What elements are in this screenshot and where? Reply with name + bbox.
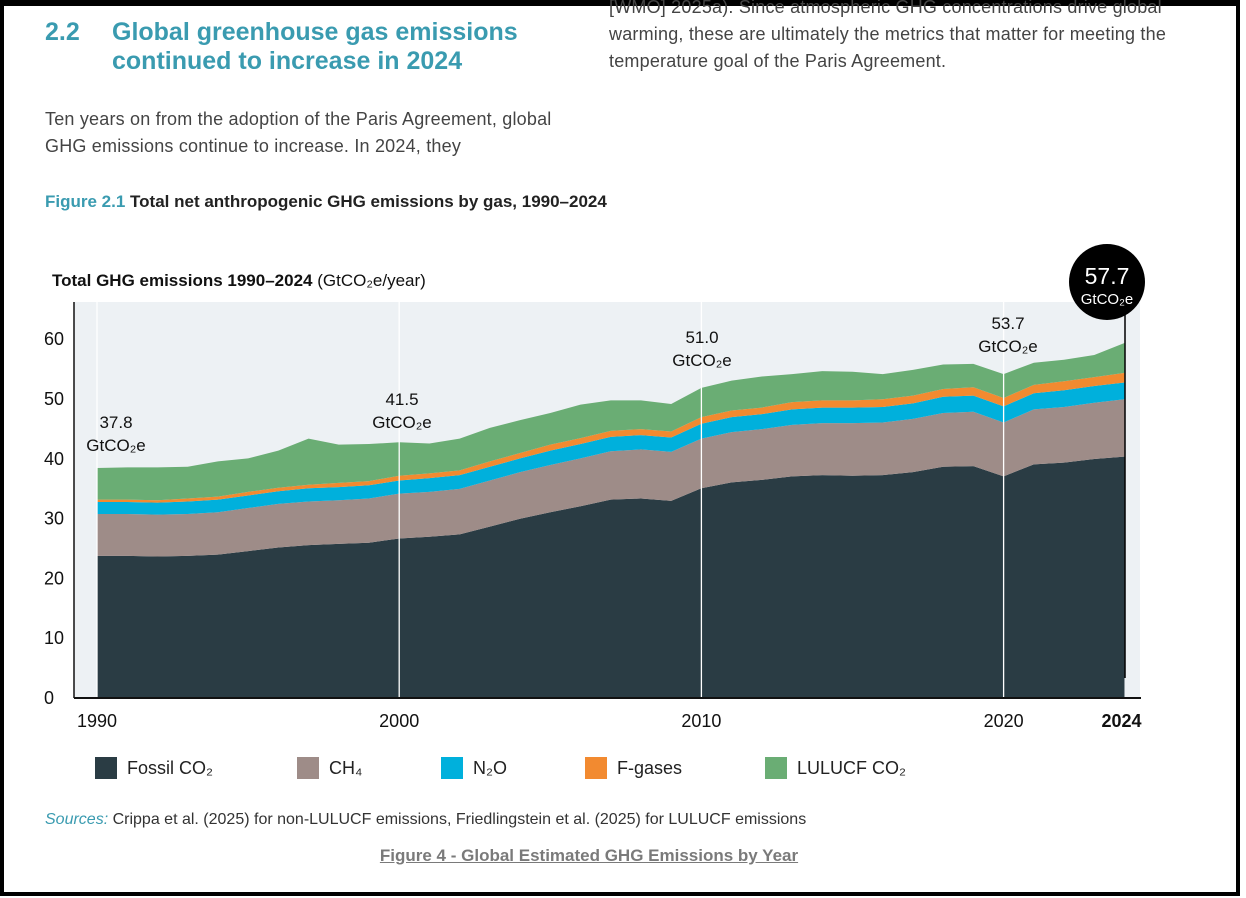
highlight-2024-badge: [1069, 244, 1145, 320]
annotation-unit: GtCO₂e: [372, 413, 432, 432]
area-lulucf-co-: [97, 342, 1125, 501]
legend-label: Fossil CO₂: [127, 757, 213, 778]
legend-swatch: [765, 757, 787, 779]
figure-caption: Figure 4 - Global Estimated GHG Emission…: [379, 846, 799, 865]
area-ch-: [97, 399, 1125, 557]
chart-legend: Fossil CO₂ CH₄ N₂O F-gases LULUCF CO₂: [95, 757, 925, 779]
annotation-value: 41.5: [385, 390, 418, 409]
figure-title: Figure 2.1 Total net anthropogenic GHG e…: [45, 192, 607, 212]
legend-label: LULUCF CO₂: [797, 757, 907, 778]
y-tick-label: 0: [44, 688, 54, 708]
legend-swatch: [585, 757, 607, 779]
legend-item: LULUCF CO₂: [765, 757, 925, 779]
legend-swatch: [297, 757, 319, 779]
sources-label: Sources:: [45, 811, 109, 828]
annotation-unit: GtCO₂e: [1081, 291, 1134, 308]
annotation-value: 51.0: [685, 328, 718, 347]
x-tick-label: 2010: [681, 711, 721, 731]
paragraph-right: [WMO] 2025a). Since atmospheric GHG conc…: [609, 0, 1167, 71]
x-tick-label: 2020: [984, 711, 1024, 731]
legend-swatch: [95, 757, 117, 779]
x-tick-label: 2000: [379, 711, 419, 731]
annotation-value: 57.7: [1085, 263, 1130, 289]
y-tick-label: 20: [44, 568, 64, 588]
sources-note: Sources: Crippa et al. (2025) for non-LU…: [45, 811, 806, 829]
figure-title-text: Total net anthropogenic GHG emissions by…: [130, 192, 607, 211]
legend-item: CH₄: [297, 757, 441, 779]
section-number: 2.2: [45, 18, 80, 46]
x-tick-label: 1990: [77, 711, 117, 731]
section-title: Global greenhouse gas emissions continue…: [112, 18, 518, 75]
legend-item: N₂O: [441, 757, 585, 779]
y-tick-label: 30: [44, 509, 64, 529]
chart-title-text: Total GHG emissions 1990–2024: [52, 271, 313, 290]
annotation-unit: GtCO₂e: [672, 351, 732, 370]
y-tick-label: 10: [44, 628, 64, 648]
legend-label: N₂O: [473, 757, 507, 778]
sources-text: Crippa et al. (2025) for non-LULUCF emis…: [112, 811, 807, 828]
y-tick-label: 50: [44, 389, 64, 409]
legend-label: F-gases: [617, 757, 683, 778]
annotation-value: 37.8: [99, 413, 132, 432]
area-n-o: [97, 382, 1125, 515]
legend-label: CH₄: [329, 757, 363, 778]
annotation-unit: GtCO₂e: [86, 436, 146, 455]
chart-unit: (GtCO₂e/year): [317, 271, 426, 290]
area-f-gases: [97, 372, 1125, 503]
legend-item: F-gases: [585, 757, 765, 779]
legend-item: Fossil CO₂: [95, 757, 297, 779]
y-tick-label: 60: [44, 329, 64, 349]
chart-title: Total GHG emissions 1990–2024 (GtCO₂e/ye…: [52, 271, 426, 291]
paragraph-left: Ten years on from the adoption of the Pa…: [45, 109, 552, 156]
legend-swatch: [441, 757, 463, 779]
area-fossil-co-: [97, 456, 1125, 697]
annotation-unit: GtCO₂e: [978, 337, 1038, 356]
annotation-value: 53.7: [991, 314, 1024, 333]
figure-number: Figure 2.1: [45, 192, 126, 211]
x-tick-label: 2024: [1101, 711, 1141, 731]
y-tick-label: 40: [44, 449, 64, 469]
